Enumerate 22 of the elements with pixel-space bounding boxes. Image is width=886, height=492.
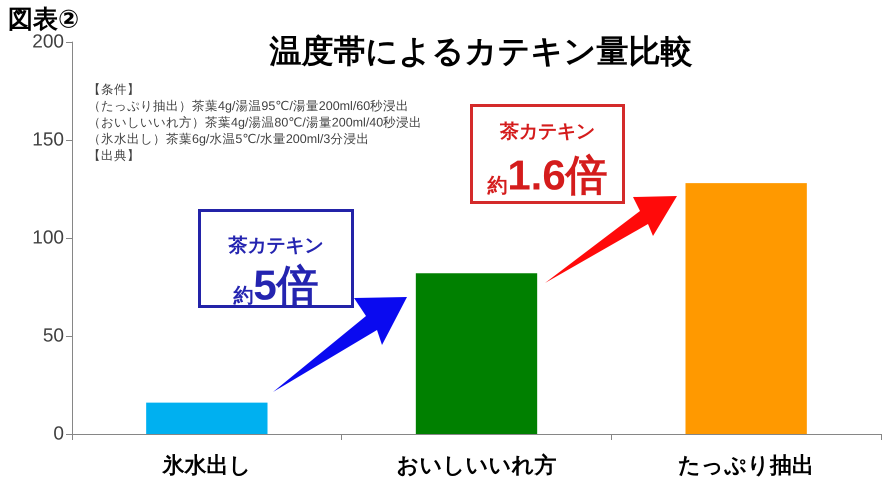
y-tick-label: 50 xyxy=(42,326,64,346)
y-tick-label: 0 xyxy=(53,424,64,444)
annotation: 約5倍 xyxy=(232,262,319,308)
bar xyxy=(685,183,807,434)
x-tick-label: 氷水出し xyxy=(161,452,252,478)
annotation: （氷水出し）茶葉6g/水温5℃/水量200ml/3分浸出 xyxy=(88,132,370,146)
annotation: 茶カテキン xyxy=(228,234,324,256)
x-tick-label: たっぷり抽出 xyxy=(678,452,814,478)
annotation: （おいしいいれ方）茶葉4g/湯温80℃/湯量200ml/40秒浸出 xyxy=(88,114,422,130)
x-tick-label: おいしいいれ方 xyxy=(396,452,556,478)
y-tick-label: 200 xyxy=(32,32,64,52)
annotation: 【条件】 xyxy=(88,82,140,96)
y-tick-label: 100 xyxy=(32,228,64,248)
chart-title: 温度帯によるカテキン量比較 xyxy=(268,33,692,69)
y-tick-label: 150 xyxy=(32,130,64,150)
bar xyxy=(416,273,538,434)
bar xyxy=(146,402,268,434)
annotation: （たっぷり抽出）茶葉4g/湯温95℃/湯量200ml/60秒浸出 xyxy=(88,99,410,113)
text: 図表② xyxy=(8,6,80,34)
annotation: 茶カテキン xyxy=(499,120,595,142)
annotation: 【出典】 xyxy=(88,148,140,162)
annotation: 約1.6倍 xyxy=(486,152,608,198)
